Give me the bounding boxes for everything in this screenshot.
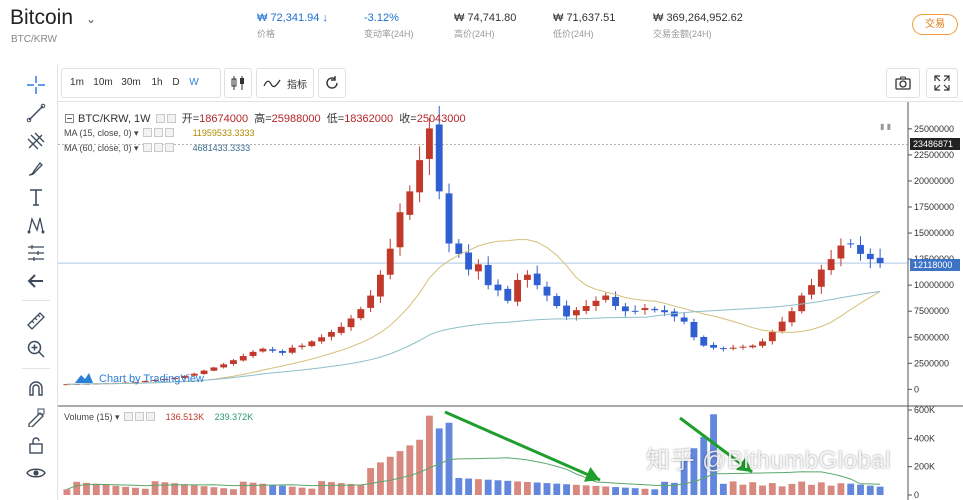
attribution-text: Chart by TradingView [99, 373, 204, 385]
ma60-close-icon[interactable] [165, 143, 175, 152]
expand-icon [934, 75, 950, 91]
stat-change-value: -3.12% [364, 12, 399, 24]
timeframe-group [61, 68, 221, 98]
legend-open-label: 开= [181, 113, 200, 125]
ma60-gear-icon[interactable] [154, 143, 164, 152]
legend-open: 18674000 [199, 113, 249, 125]
brush-icon[interactable] [24, 158, 48, 180]
collapse-icon[interactable] [65, 114, 74, 123]
ma15-value: 11959533.3333 [192, 128, 255, 138]
high-price-tag: 23486871 [910, 138, 960, 150]
ma15-legend[interactable]: MA (15, close, 0) ▾ 11959533.3333 [64, 128, 255, 138]
legend-low: 18362000 [344, 113, 394, 125]
stat-high: ₩ 74,741.80 高价(24H) [454, 12, 516, 40]
timeframe-30m[interactable]: 30m [121, 77, 141, 88]
last-price-tag: 12118000 [910, 259, 960, 271]
volume-gear-icon[interactable] [135, 412, 145, 421]
camera-icon [895, 76, 911, 90]
tradingview-attribution[interactable]: Chart by TradingView [75, 372, 204, 385]
ma60-label: MA (60, close, 0) [64, 143, 132, 153]
legend-high-label: 高= [254, 113, 272, 125]
legend-close: 25043000 [416, 113, 466, 125]
candle-type-button[interactable] [224, 68, 252, 98]
legend-symbol: BTC/KRW, 1W [78, 113, 151, 125]
stat-change: -3.12% 变动率(24H) [364, 12, 414, 40]
measure-icon[interactable] [24, 242, 48, 264]
reset-button[interactable] [318, 68, 346, 98]
volume-red-value: 136.513K [165, 412, 205, 422]
stat-low-label: 低价(24H) [553, 29, 594, 39]
stat-volume: ₩ 369,264,952.62 交易金额(24H) [653, 12, 743, 40]
stat-volume-value: ₩ 369,264,952.62 [653, 12, 743, 24]
ruler-icon[interactable] [24, 310, 48, 332]
crosshair-icon[interactable] [24, 74, 48, 96]
stat-low-value: ₩ 71,637.51 [553, 12, 616, 24]
volume-close-icon[interactable] [146, 412, 156, 421]
watermark-text: 知乎 @BithumbGlobal [646, 447, 891, 474]
screenshot-button[interactable] [886, 68, 920, 98]
lock-edit-icon[interactable] [24, 406, 48, 428]
ma60-eye-icon[interactable] [143, 143, 153, 152]
timeframe-d[interactable]: D [172, 77, 180, 88]
chevron-down-icon[interactable]: ⌄ [86, 12, 97, 26]
scale-controls[interactable]: ▮ ▮ [880, 122, 892, 131]
ma15-label: MA (15, close, 0) [64, 128, 132, 138]
toolbar-divider [22, 368, 50, 369]
visibility-small-icon[interactable] [166, 114, 176, 123]
chart-toolbar: 1m 10m 30m 1h D W 指标 [58, 64, 963, 102]
stat-volume-label: 交易金额(24H) [653, 29, 712, 39]
timeframe-10m[interactable]: 10m [93, 77, 113, 88]
legend-low-label: 低= [326, 113, 345, 125]
volume-green-value: 239.372K [214, 412, 254, 422]
refresh-icon [326, 76, 338, 89]
ma15-eye-icon[interactable] [143, 128, 153, 137]
ma15-gear-icon[interactable] [154, 128, 164, 137]
stat-high-label: 高价(24H) [454, 29, 495, 39]
fullscreen-button[interactable] [926, 68, 958, 98]
stat-price-label: 价格 [257, 29, 276, 39]
trade-button[interactable]: 交易 [912, 14, 958, 35]
volume-label: Volume (15) [64, 412, 113, 422]
indicators-label: 指标 [287, 79, 307, 91]
stat-change-label: 变动率(24H) [364, 29, 414, 39]
indicator-wave-icon [263, 79, 281, 88]
coin-pair: BTC/KRW [11, 34, 57, 45]
pattern-icon[interactable] [24, 214, 48, 236]
stat-price-value: ₩ 72,341.94 ↓ [257, 12, 328, 24]
legend-high: 25988000 [271, 113, 321, 125]
toolbar-divider [22, 300, 50, 301]
ma15-close-icon[interactable] [165, 128, 175, 137]
candlestick-icon [231, 76, 244, 90]
timeframe-w[interactable]: W [189, 77, 199, 88]
stat-high-value: ₩ 74,741.80 [454, 12, 517, 24]
stat-low: ₩ 71,637.51 低价(24H) [553, 12, 615, 40]
volume-eye-icon[interactable] [124, 412, 134, 421]
unlock-icon[interactable] [24, 434, 48, 456]
stat-price: ₩ 72,341.94 ↓ 价格 [257, 12, 328, 40]
legend-close-label: 收= [399, 113, 417, 125]
ma60-value: 4681433.3333 [192, 143, 251, 153]
settings-small-icon[interactable] [155, 114, 165, 123]
text-icon[interactable] [24, 186, 48, 208]
indicators-button[interactable]: 指标 [256, 68, 314, 98]
trend-line-icon[interactable] [24, 102, 48, 124]
ma60-legend[interactable]: MA (60, close, 0) ▾ 4681433.3333 [64, 143, 251, 153]
ohlc-legend: BTC/KRW, 1W 开=18674000 高=25988000 低=1836… [65, 110, 466, 126]
coin-name[interactable]: Bitcoin [10, 6, 74, 29]
ticker-header: Bitcoin ⌄ BTC/KRW ₩ 72,341.94 ↓ 价格 -3.12… [0, 0, 963, 60]
zoom-in-icon[interactable] [24, 338, 48, 360]
eye-icon[interactable] [24, 462, 48, 484]
timeframe-1m[interactable]: 1m [70, 77, 84, 88]
drawing-toolbar [14, 64, 58, 500]
fib-icon[interactable] [24, 130, 48, 152]
tradingview-logo-icon [75, 373, 93, 383]
timeframe-1h[interactable]: 1h [151, 77, 163, 88]
back-arrow-icon[interactable] [24, 270, 48, 292]
magnet-icon[interactable] [24, 378, 48, 400]
volume-legend[interactable]: Volume (15) ▾ 136.513K 239.372K [64, 412, 254, 422]
